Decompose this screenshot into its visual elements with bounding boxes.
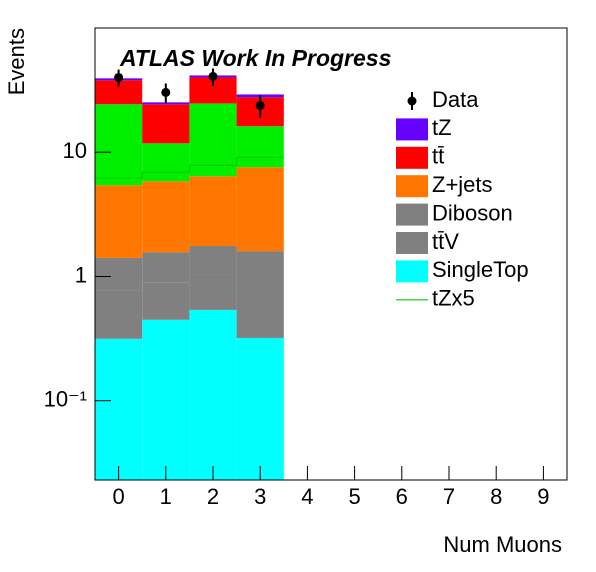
x-tick-label: 1: [160, 484, 172, 509]
stack-bar: [142, 104, 190, 144]
stack-bar: [189, 274, 237, 310]
legend-swatch: [396, 232, 428, 254]
stack-bar: [189, 103, 237, 177]
stack-bar: [142, 282, 190, 320]
stack-bar: [142, 181, 190, 253]
stack-bar: [189, 176, 237, 247]
stack-bar: [142, 143, 190, 182]
x-tick-label: 6: [396, 484, 408, 509]
x-tick-label: 0: [112, 484, 124, 509]
stack-bar: [236, 167, 284, 252]
chart-title: ATLAS Work In Progress: [119, 45, 391, 71]
x-tick-label: 5: [348, 484, 360, 509]
legend-label: tt̄: [432, 144, 444, 169]
x-tick-label: 8: [490, 484, 502, 509]
stack-bar: [142, 102, 190, 105]
x-tick-label: 4: [301, 484, 313, 509]
data-point: [114, 72, 124, 82]
x-tick-label: 9: [537, 484, 549, 509]
legend-swatch: [396, 175, 428, 198]
stack-bar: [189, 246, 237, 275]
legend-swatch: [396, 118, 428, 141]
stack-bar: [189, 309, 237, 480]
y-tick-label: 10: [63, 138, 87, 163]
x-tick-label: 2: [207, 484, 219, 509]
y-axis-label: Events: [4, 28, 29, 95]
x-axis-label: Num Muons: [443, 532, 562, 557]
stack-bar: [142, 319, 190, 480]
stack-bar: [95, 257, 143, 291]
stack-bar: [236, 337, 284, 480]
x-tick-label: 3: [254, 484, 266, 509]
legend-label: Diboson: [432, 200, 513, 225]
stack-bar: [95, 338, 143, 480]
stack-bar: [236, 251, 284, 284]
data-point: [208, 71, 218, 81]
stack-bar: [95, 80, 143, 105]
stack-bar: [236, 126, 284, 168]
legend-swatch: [396, 260, 428, 283]
legend-swatch: [396, 203, 428, 226]
legend-label: tZx5: [432, 286, 475, 311]
legend-swatch: [396, 146, 428, 169]
data-point: [255, 100, 265, 110]
stack-bar: [95, 290, 143, 339]
y-tick-label: 1: [75, 262, 87, 287]
overlay-line: [95, 156, 284, 179]
plot-frame: [94, 27, 568, 481]
legend-marker: [407, 96, 417, 106]
x-tick-label: 7: [443, 484, 455, 509]
stack-bar: [95, 185, 143, 258]
legend-label: Z+jets: [432, 172, 493, 197]
legend-label: SingleTop: [432, 257, 529, 282]
y-tick-label: 10⁻¹: [44, 387, 87, 412]
legend-label: tZ: [432, 115, 452, 140]
legend-label: tt̄V: [432, 229, 459, 254]
stack-bar: [95, 104, 143, 186]
stack-bar: [142, 252, 190, 283]
data-point: [161, 87, 171, 97]
stack-bar: [236, 283, 284, 338]
legend-label: Data: [432, 87, 479, 112]
